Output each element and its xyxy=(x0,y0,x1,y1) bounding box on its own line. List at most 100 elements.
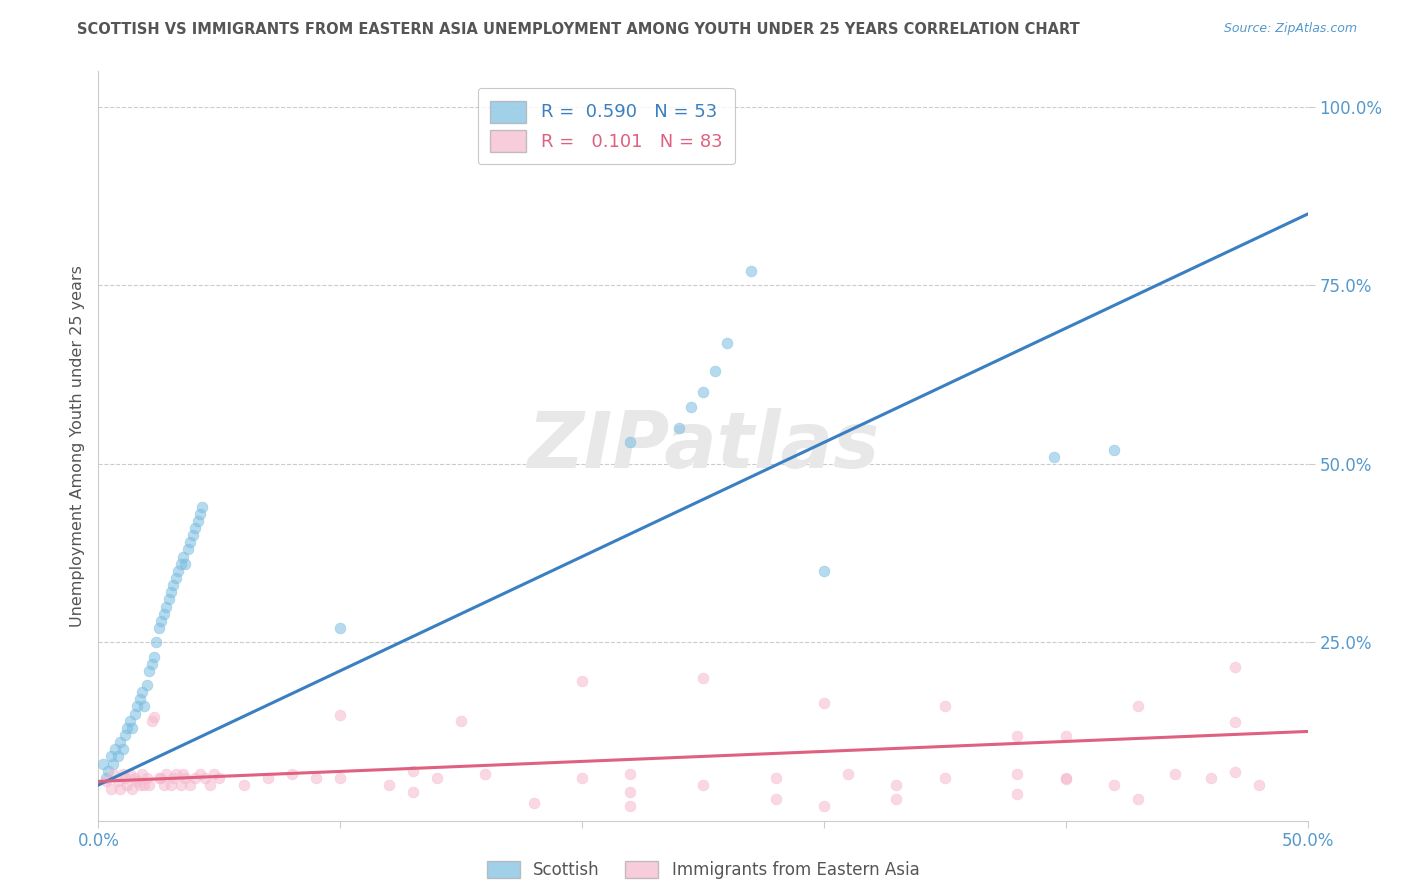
Point xyxy=(1249,778,1271,792)
Point xyxy=(571,674,593,689)
Legend: Scottish, Immigrants from Eastern Asia: Scottish, Immigrants from Eastern Asia xyxy=(478,853,928,888)
Point xyxy=(1007,787,1029,801)
Point xyxy=(765,792,787,806)
Point xyxy=(1223,715,1246,730)
Point xyxy=(329,708,352,723)
Point xyxy=(104,742,127,756)
Point xyxy=(204,767,226,781)
Point xyxy=(124,771,146,785)
Point xyxy=(94,774,117,789)
Point xyxy=(1128,792,1150,806)
Point xyxy=(1223,660,1246,674)
Point xyxy=(571,771,593,785)
Point xyxy=(100,749,122,764)
Point xyxy=(232,778,254,792)
Point xyxy=(177,542,200,557)
Point xyxy=(124,706,146,721)
Point xyxy=(668,421,690,435)
Point xyxy=(1163,767,1185,781)
Point xyxy=(121,781,143,796)
Point xyxy=(127,774,149,789)
Point xyxy=(100,781,122,796)
Point xyxy=(174,771,197,785)
Point xyxy=(426,771,449,785)
Point xyxy=(329,621,352,635)
Point xyxy=(191,500,214,514)
Point xyxy=(128,692,150,706)
Point xyxy=(716,335,738,350)
Point xyxy=(138,664,160,678)
Point xyxy=(402,764,425,778)
Point xyxy=(165,767,187,781)
Point xyxy=(1054,730,1077,744)
Point xyxy=(111,767,134,781)
Point xyxy=(837,767,859,781)
Point xyxy=(97,764,120,778)
Point xyxy=(107,749,129,764)
Point xyxy=(377,778,399,792)
Point xyxy=(172,549,194,564)
Point xyxy=(1042,450,1064,464)
Point xyxy=(179,535,201,549)
Point xyxy=(740,264,762,278)
Point xyxy=(108,735,131,749)
Point xyxy=(148,771,170,785)
Point xyxy=(114,728,136,742)
Point xyxy=(162,578,184,592)
Point xyxy=(208,771,231,785)
Point xyxy=(160,585,183,599)
Point xyxy=(141,657,163,671)
Point xyxy=(148,621,170,635)
Text: ZIPatlas: ZIPatlas xyxy=(527,408,879,484)
Point xyxy=(619,435,641,450)
Point xyxy=(1054,771,1077,785)
Point xyxy=(1102,778,1125,792)
Point xyxy=(131,767,153,781)
Point xyxy=(135,678,157,692)
Point xyxy=(94,771,117,785)
Point xyxy=(704,364,727,378)
Point xyxy=(188,507,211,521)
Point xyxy=(1223,765,1246,780)
Point xyxy=(1007,767,1029,781)
Point xyxy=(143,710,166,724)
Point xyxy=(157,592,180,607)
Point xyxy=(179,778,201,792)
Point xyxy=(127,699,149,714)
Point xyxy=(138,778,160,792)
Point xyxy=(934,699,956,714)
Point xyxy=(1128,699,1150,714)
Point xyxy=(107,774,129,789)
Point xyxy=(172,767,194,781)
Point xyxy=(117,778,139,792)
Point xyxy=(134,699,156,714)
Y-axis label: Unemployment Among Youth under 25 years: Unemployment Among Youth under 25 years xyxy=(69,265,84,627)
Point xyxy=(523,796,546,810)
Point xyxy=(108,781,131,796)
Point xyxy=(934,771,956,785)
Point xyxy=(1199,771,1222,785)
Point xyxy=(765,771,787,785)
Point xyxy=(131,685,153,699)
Point xyxy=(91,756,114,771)
Point xyxy=(329,771,352,785)
Point xyxy=(886,778,908,792)
Point xyxy=(305,771,328,785)
Point xyxy=(256,771,278,785)
Point xyxy=(402,785,425,799)
Point xyxy=(692,778,714,792)
Point xyxy=(281,767,304,781)
Point xyxy=(152,607,174,621)
Point xyxy=(167,564,190,578)
Point xyxy=(184,521,207,535)
Point xyxy=(134,778,156,792)
Point xyxy=(184,771,207,785)
Point xyxy=(160,778,183,792)
Point xyxy=(188,767,211,781)
Text: SCOTTISH VS IMMIGRANTS FROM EASTERN ASIA UNEMPLOYMENT AMONG YOUTH UNDER 25 YEARS: SCOTTISH VS IMMIGRANTS FROM EASTERN ASIA… xyxy=(77,22,1080,37)
Point xyxy=(1007,730,1029,744)
Point xyxy=(155,599,177,614)
Point xyxy=(101,767,124,781)
Point xyxy=(692,671,714,685)
Point xyxy=(619,799,641,814)
